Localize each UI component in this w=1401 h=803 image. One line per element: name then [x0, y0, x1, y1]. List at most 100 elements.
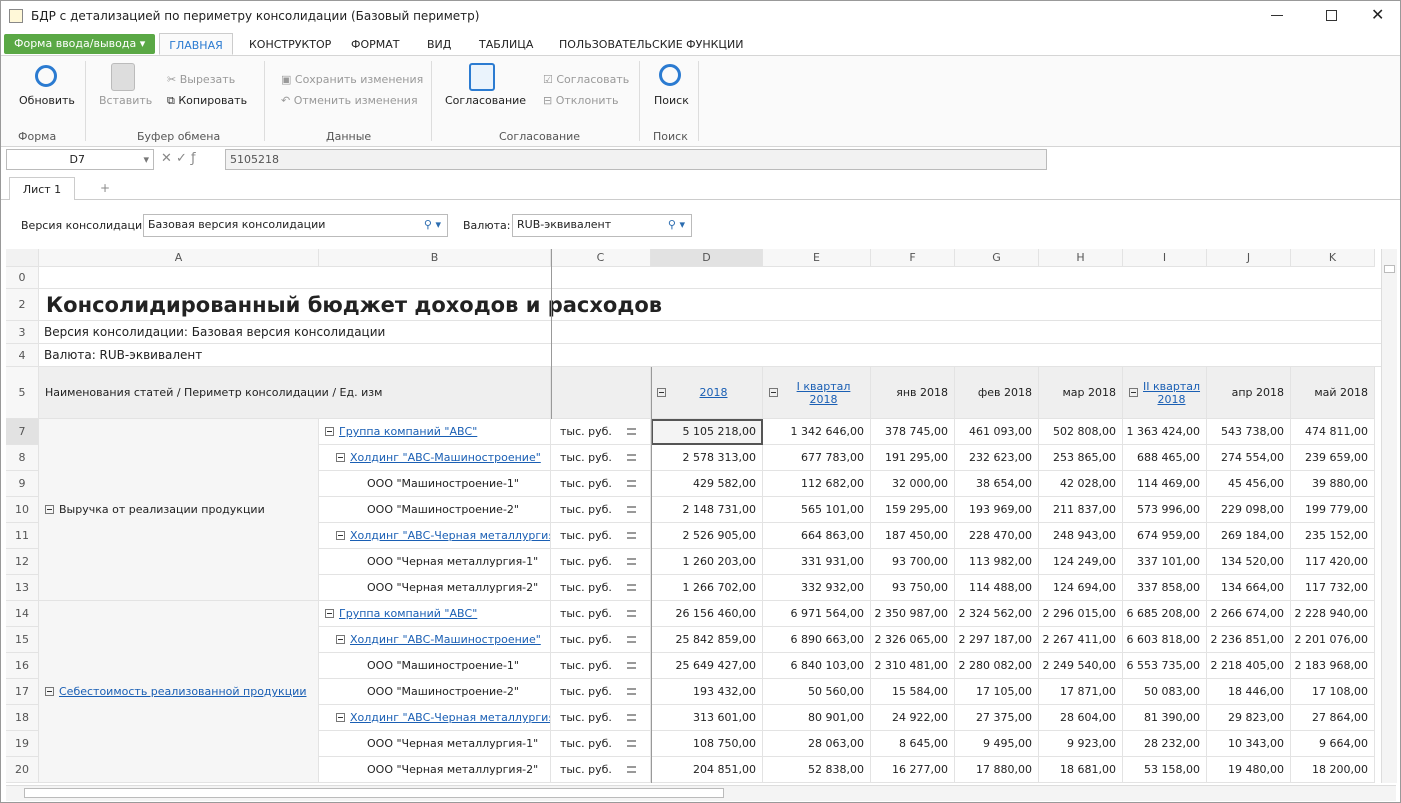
filter-icon[interactable] [627, 610, 636, 617]
ribbon-tab[interactable]: ПОЛЬЗОВАТЕЛЬСКИЕ ФУНКЦИИ [559, 38, 744, 51]
collapse-toggle[interactable] [657, 388, 666, 397]
filter-icon[interactable] [627, 428, 636, 435]
value-cell: 114 488,00 [955, 575, 1039, 601]
paste-button[interactable]: Вставить [99, 94, 153, 107]
value-cell: 204 851,00 [651, 757, 763, 783]
undo-button[interactable]: ↶ Отменить изменения [281, 94, 418, 107]
filter-icon[interactable] [627, 506, 636, 513]
collapse-toggle[interactable] [325, 609, 334, 618]
unit-cell: тыс. руб. [551, 679, 651, 705]
column-header: H [1039, 249, 1123, 267]
save-button[interactable]: ▣ Сохранить изменения [281, 73, 424, 86]
collapse-toggle[interactable] [336, 453, 345, 462]
header-cell [551, 367, 651, 419]
unit-cell: тыс. руб. [551, 471, 651, 497]
collapse-toggle[interactable] [45, 505, 54, 514]
row-header: 0 [6, 267, 39, 289]
entity-link[interactable]: Холдинг "АВС-Черная металлургия" [350, 529, 551, 542]
filter-icon[interactable] [627, 662, 636, 669]
name-box[interactable]: D7 ▾ [6, 149, 154, 170]
filter-icon[interactable] [627, 558, 636, 565]
filter-select[interactable]: RUB-эквивалент ⚲ ▾ [512, 214, 692, 237]
sheet-tab[interactable]: Лист 1 [9, 177, 75, 200]
filter-icon[interactable] [627, 454, 636, 461]
close-button[interactable]: ✕ [1371, 5, 1385, 24]
filter-icon[interactable] [627, 766, 636, 773]
vertical-scrollbar[interactable] [1381, 249, 1397, 783]
filter-icon[interactable] [627, 740, 636, 747]
period-header: май 2018 [1291, 367, 1375, 419]
group-label: Согласование [499, 130, 581, 143]
cut-button[interactable]: ✂ Вырезать [167, 73, 236, 86]
entity-link[interactable]: Группа компаний "АВС" [339, 425, 478, 438]
approve-button[interactable]: ☑ Согласовать [543, 73, 630, 86]
entity-link[interactable]: Холдинг "АВС-Машиностроение" [350, 451, 541, 464]
collapse-toggle[interactable] [769, 388, 778, 397]
copy-button[interactable]: ⧉ Копировать [167, 94, 248, 107]
value-cell: 134 520,00 [1207, 549, 1291, 575]
unit-cell: тыс. руб. [551, 627, 651, 653]
value-cell: 211 837,00 [1039, 497, 1123, 523]
group-label: Данные [326, 130, 372, 143]
formula-input[interactable]: 5105218 [225, 149, 1047, 170]
value-cell: 239 659,00 [1291, 445, 1375, 471]
ribbon-tab[interactable]: ТАБЛИЦА [479, 38, 534, 51]
minimize-button[interactable] [1271, 15, 1283, 16]
period-link[interactable]: 2018 [699, 386, 728, 399]
collapse-toggle[interactable] [336, 713, 345, 722]
horizontal-scrollbar[interactable] [6, 785, 1396, 801]
filter-icon[interactable] [627, 584, 636, 591]
value-cell: 1 363 424,00 [1123, 419, 1207, 445]
filter-select[interactable]: Базовая версия консолидации ⚲ ▾ [143, 214, 448, 237]
collapse-toggle[interactable] [336, 531, 345, 540]
value-cell: 27 375,00 [955, 705, 1039, 731]
approval-button[interactable]: Согласование [445, 94, 527, 107]
value-cell: 28 232,00 [1123, 731, 1207, 757]
ribbon-tab[interactable]: ГЛАВНАЯ [159, 33, 233, 55]
entity-cell: Холдинг "АВС-Черная металлургия" [319, 705, 551, 731]
unit-cell: тыс. руб. [551, 549, 651, 575]
window-title: БДР с детализацией по периметру консолид… [31, 9, 480, 23]
value-cell: 6 685 208,00 [1123, 601, 1207, 627]
filter-icon[interactable] [627, 688, 636, 695]
maximize-button[interactable] [1326, 10, 1337, 21]
value-cell: 28 604,00 [1039, 705, 1123, 731]
search-button[interactable]: Поиск [654, 94, 689, 107]
freeze-line [551, 249, 552, 419]
filter-label: Версия консолидации: [21, 219, 153, 232]
period-link[interactable]: I квартал 2018 [796, 379, 851, 406]
filter-label: Валюта: [463, 219, 511, 232]
filter-icon[interactable] [627, 636, 636, 643]
filter-icon[interactable] [627, 480, 636, 487]
collapse-toggle[interactable] [1129, 388, 1138, 397]
group-label[interactable]: Себестоимость реализованной продукции [59, 685, 307, 698]
add-sheet[interactable]: + [100, 181, 111, 195]
refresh-button[interactable]: Обновить [19, 94, 75, 107]
form-menu-button[interactable]: Форма ввода/вывода ▾ [4, 34, 155, 54]
value-cell: 18 446,00 [1207, 679, 1291, 705]
ribbon [1, 55, 1400, 147]
ribbon-tab[interactable]: ФОРМАТ [351, 38, 400, 51]
approve-label: Согласовать [556, 73, 630, 86]
unit-label: тыс. руб. [560, 607, 612, 620]
value-cell: 1 266 702,00 [651, 575, 763, 601]
ribbon-tab[interactable]: КОНСТРУКТОР [249, 38, 332, 51]
approval-icon [469, 63, 495, 91]
reject-button[interactable]: ⊟ Отклонить [543, 94, 619, 107]
cell-ref: D7 [69, 153, 85, 166]
entity-link[interactable]: Холдинг "АВС-Машиностроение" [350, 633, 541, 646]
unit-label: тыс. руб. [560, 659, 612, 672]
search-icon [659, 64, 681, 86]
period-link[interactable]: II квартал 2018 [1143, 379, 1201, 406]
ribbon-tab[interactable]: ВИД [427, 38, 452, 51]
collapse-toggle[interactable] [325, 427, 334, 436]
unit-label: тыс. руб. [560, 633, 612, 646]
value-cell: 15 584,00 [871, 679, 955, 705]
entity-link[interactable]: Холдинг "АВС-Черная металлургия" [350, 711, 551, 724]
collapse-toggle[interactable] [45, 687, 54, 696]
value-cell: 337 101,00 [1123, 549, 1207, 575]
entity-link[interactable]: Группа компаний "АВС" [339, 607, 478, 620]
filter-icon[interactable] [627, 714, 636, 721]
collapse-toggle[interactable] [336, 635, 345, 644]
filter-icon[interactable] [627, 532, 636, 539]
